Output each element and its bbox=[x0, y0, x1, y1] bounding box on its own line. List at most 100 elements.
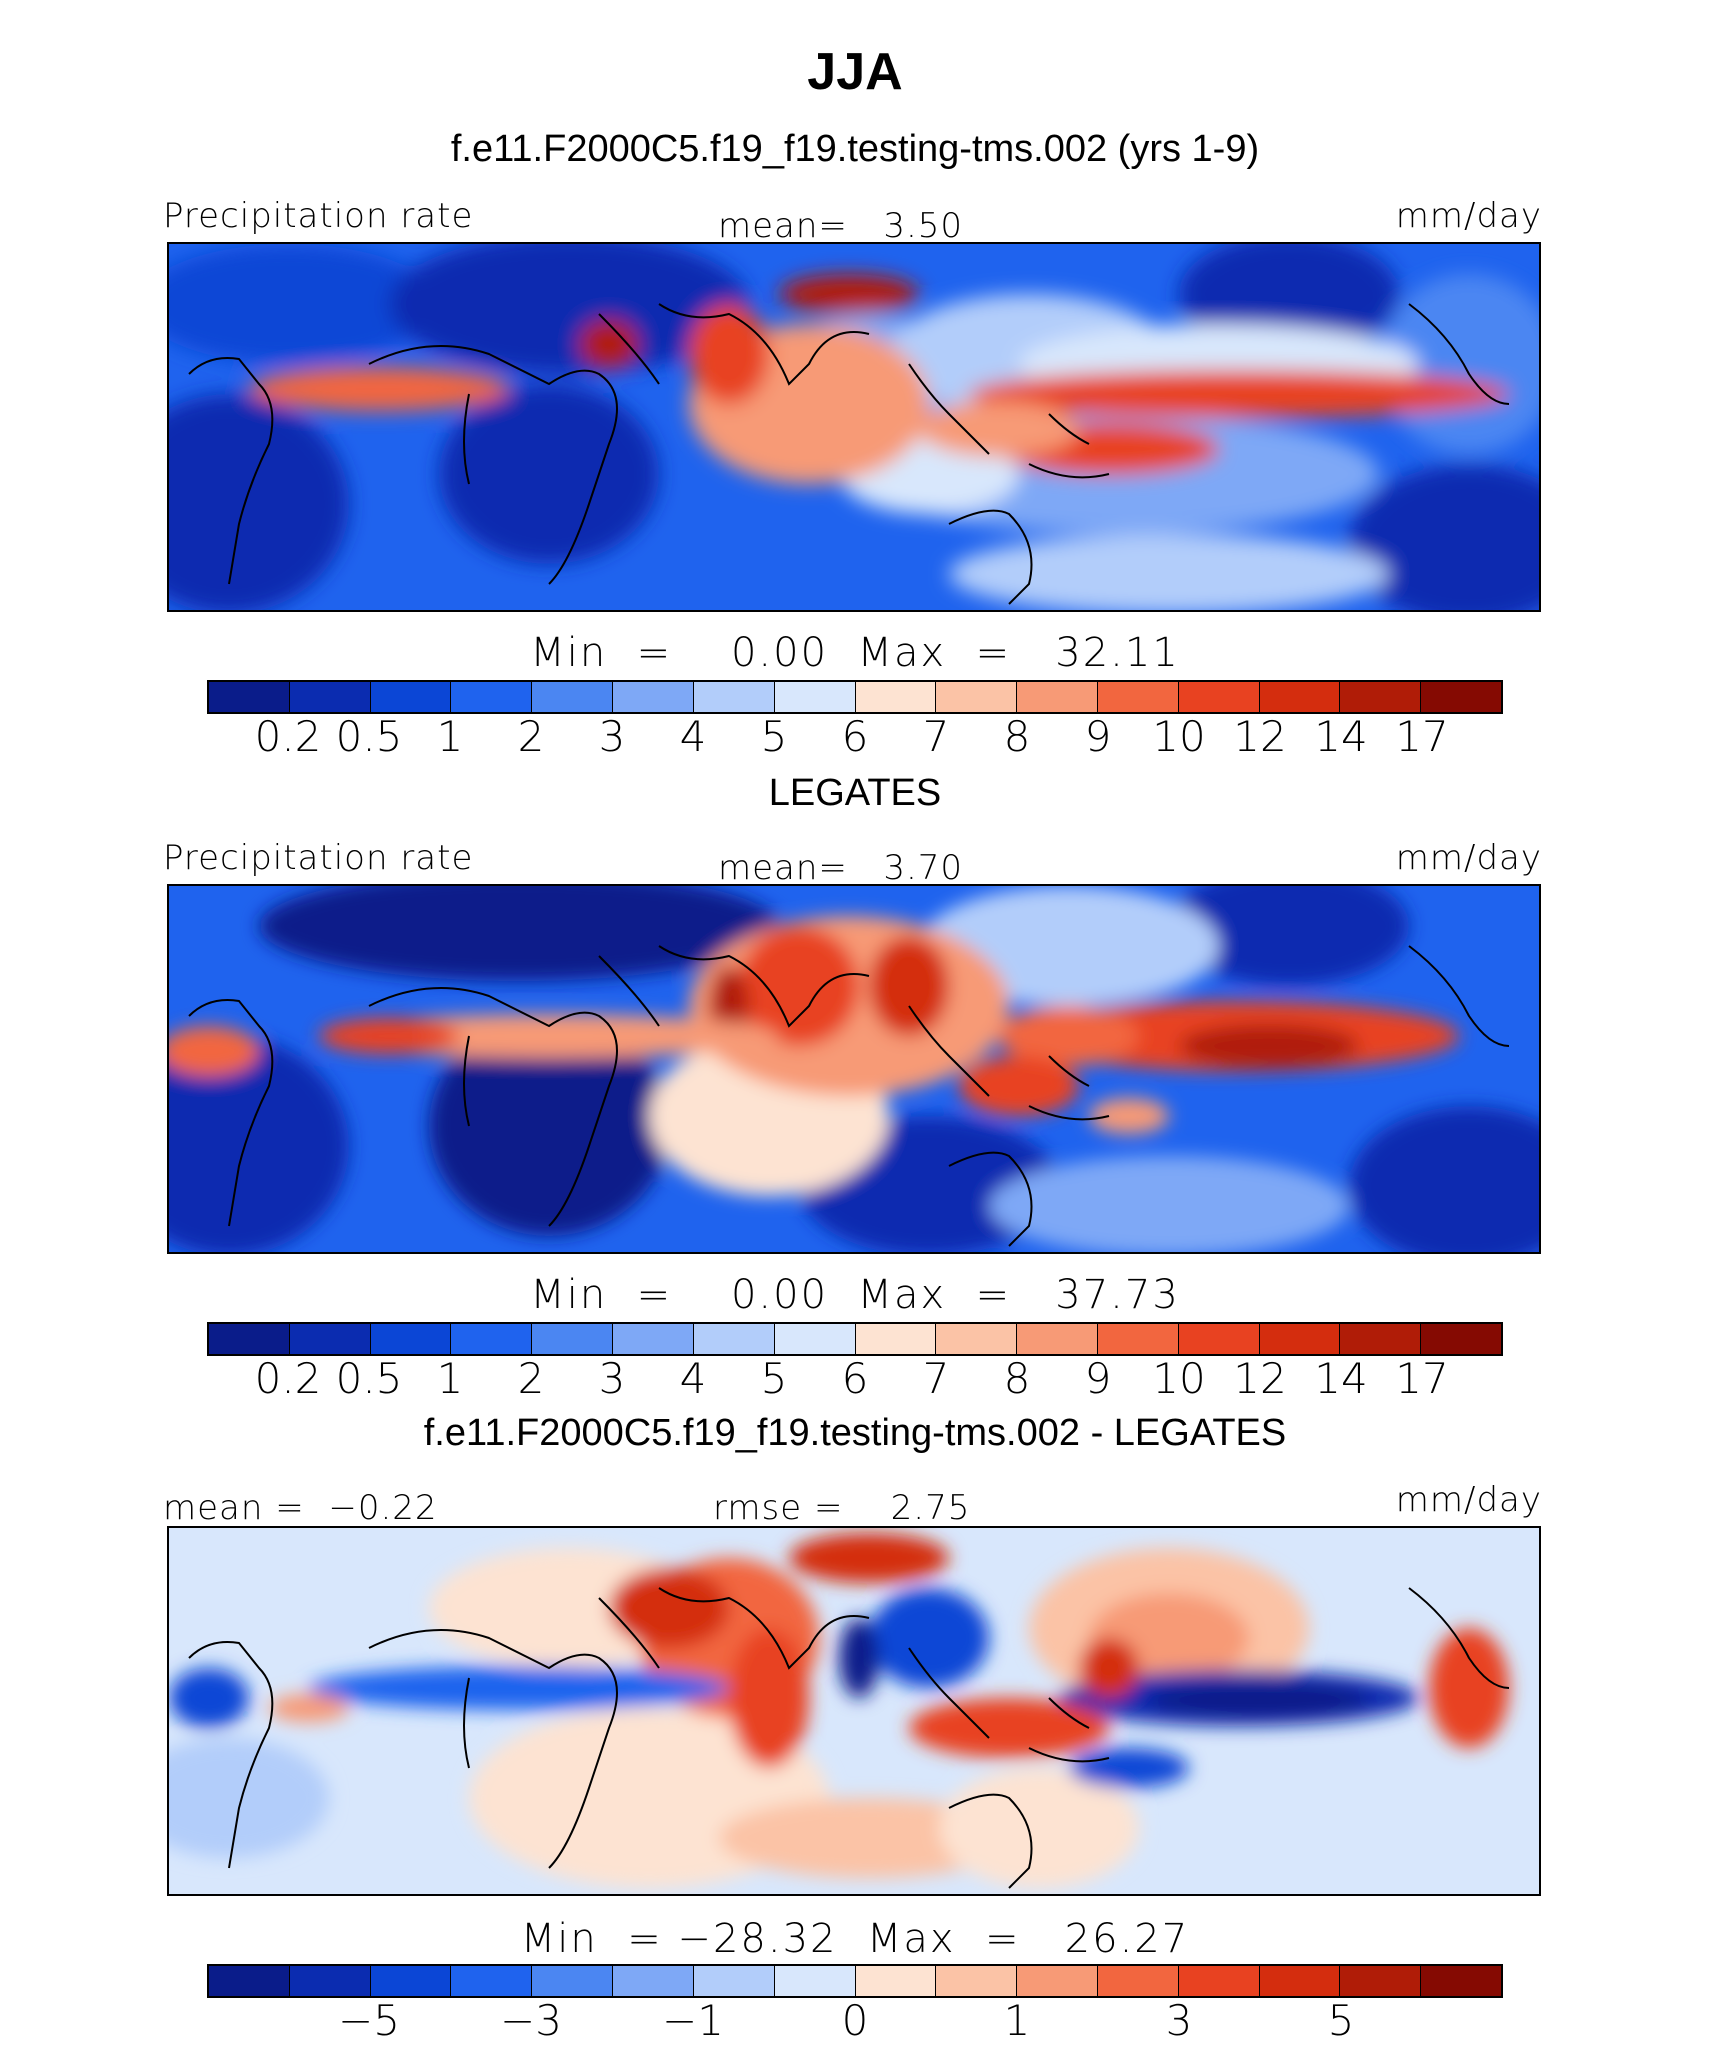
colorbar-swatch bbox=[693, 1324, 775, 1354]
colorbar-swatch bbox=[855, 1324, 937, 1354]
colorbar-swatch bbox=[936, 1324, 1018, 1354]
colorbar-swatch bbox=[936, 1966, 1018, 1996]
colorbar-swatch bbox=[613, 682, 694, 712]
colorbar-tick-label: 1 bbox=[436, 1354, 464, 1403]
colorbar-swatch bbox=[451, 1966, 533, 1996]
colorbar-tick-label: 10 bbox=[1152, 1354, 1206, 1403]
figure-title: JJA bbox=[807, 43, 903, 101]
colorbar-swatch bbox=[1178, 1324, 1260, 1354]
colorbar-tick-label: 12 bbox=[1233, 1354, 1287, 1403]
colorbar-tick-label: 4 bbox=[679, 712, 707, 761]
colorbar-swatch bbox=[1017, 682, 1098, 712]
panel-1-mean-label: mean= 3.50 bbox=[718, 206, 964, 246]
panel-1-minmax: Min = 0.00 Max = 32.11 bbox=[530, 630, 1180, 676]
colorbar-swatch bbox=[532, 1966, 614, 1996]
colorbar-swatch bbox=[370, 1966, 452, 1996]
colorbar-tick-label: 3 bbox=[1165, 1996, 1193, 2045]
colorbar-tick-label: 14 bbox=[1314, 712, 1368, 761]
colorbar-swatch bbox=[209, 1324, 290, 1354]
colorbar-tick-label: 1 bbox=[436, 712, 464, 761]
colorbar-swatch bbox=[693, 1966, 775, 1996]
panel-1-map bbox=[167, 242, 1541, 612]
colorbar-swatch bbox=[855, 1966, 937, 1996]
panel-2-units-label: mm/day bbox=[1395, 838, 1542, 878]
colorbar-tick-label: 12 bbox=[1233, 712, 1287, 761]
panel-2-minmax: Min = 0.00 Max = 37.73 bbox=[530, 1272, 1180, 1318]
panel-3-mean-label: mean = −0.22 bbox=[163, 1488, 438, 1528]
coastline-outline bbox=[188, 945, 1510, 1247]
colorbar-tick-label: 9 bbox=[1084, 1354, 1112, 1403]
colorbar-tick-label: 0.5 bbox=[335, 1354, 403, 1403]
colorbar-tick-label: 10 bbox=[1152, 712, 1206, 761]
colorbar-swatch bbox=[1259, 1324, 1341, 1354]
colorbar-swatch bbox=[1097, 682, 1179, 712]
colorbar-swatch bbox=[774, 682, 856, 712]
colorbar-swatch bbox=[1421, 1966, 1501, 1996]
colorbar-tick-label: 8 bbox=[1003, 712, 1031, 761]
colorbar-tick-label: 3 bbox=[598, 1354, 626, 1403]
colorbar-swatch bbox=[209, 1966, 290, 1996]
colorbar-tick-label: 2 bbox=[517, 1354, 545, 1403]
colorbar-swatch bbox=[451, 682, 533, 712]
colorbar-tick-label: 9 bbox=[1084, 712, 1112, 761]
panel-3-minmax: Min = −28.32 Max = 26.27 bbox=[520, 1916, 1190, 1962]
panel-2-colorbar-ticks: 0.2 0.5 1 2 3 4 5 6 7 8 9 10 12 14 17 bbox=[207, 1354, 1503, 1404]
panel-3-rmse-label: rmse = 2.75 bbox=[713, 1488, 971, 1528]
colorbar-tick-label: 0.2 bbox=[254, 1354, 322, 1403]
colorbar-swatch bbox=[1097, 1966, 1179, 1996]
colorbar-swatch bbox=[855, 682, 937, 712]
colorbar-swatch bbox=[289, 1324, 371, 1354]
colorbar-tick-label: 5 bbox=[760, 712, 788, 761]
colorbar-swatch bbox=[1259, 1966, 1341, 1996]
colorbar-tick-label: −3 bbox=[500, 1996, 562, 2045]
coastline-outline bbox=[188, 1587, 1510, 1889]
colorbar-swatch bbox=[693, 682, 775, 712]
colorbar-tick-label: 1 bbox=[1003, 1996, 1031, 2045]
colorbar-swatch bbox=[532, 682, 614, 712]
panel-1-colorbar bbox=[207, 680, 1503, 714]
colorbar-swatch bbox=[289, 1966, 371, 1996]
colorbar-swatch bbox=[1178, 1966, 1260, 1996]
colorbar-swatch bbox=[1340, 1324, 1422, 1354]
colorbar-tick-label: 7 bbox=[922, 1354, 950, 1403]
colorbar-swatch bbox=[936, 682, 1018, 712]
colorbar-tick-label: 0 bbox=[841, 1996, 869, 2045]
colorbar-swatch bbox=[532, 1324, 614, 1354]
panel-3-colorbar bbox=[207, 1964, 1503, 1998]
colorbar-swatch bbox=[370, 1324, 452, 1354]
colorbar-tick-label: −1 bbox=[662, 1996, 724, 2045]
panel-3-title: f.e11.F2000C5.f19_f19.testing-tms.002 - … bbox=[423, 1412, 1287, 1454]
colorbar-swatch bbox=[1421, 682, 1501, 712]
colorbar-swatch bbox=[1259, 682, 1341, 712]
colorbar-swatch bbox=[1097, 1324, 1179, 1354]
colorbar-swatch bbox=[1340, 682, 1422, 712]
colorbar-swatch bbox=[774, 1324, 856, 1354]
panel-3-map bbox=[167, 1526, 1541, 1896]
colorbar-tick-label: 7 bbox=[922, 712, 950, 761]
coastline-outline bbox=[188, 303, 1510, 605]
panel-1-units-label: mm/day bbox=[1395, 196, 1542, 236]
colorbar-tick-label: 8 bbox=[1003, 1354, 1031, 1403]
colorbar-swatch bbox=[289, 682, 371, 712]
colorbar-tick-label: 17 bbox=[1395, 1354, 1449, 1403]
colorbar-tick-label: 0.5 bbox=[335, 712, 403, 761]
panel-2-title: LEGATES bbox=[768, 772, 942, 814]
colorbar-swatch bbox=[1178, 682, 1260, 712]
colorbar-swatch bbox=[209, 682, 290, 712]
colorbar-swatch bbox=[613, 1324, 694, 1354]
colorbar-tick-label: 5 bbox=[760, 1354, 788, 1403]
panel-2-colorbar bbox=[207, 1322, 1503, 1356]
panel-1-colorbar-ticks: 0.2 0.5 1 2 3 4 5 6 7 8 9 10 12 14 17 bbox=[207, 712, 1503, 762]
panel-2-variable-label: Precipitation rate bbox=[163, 838, 474, 878]
colorbar-swatch bbox=[451, 1324, 533, 1354]
panel-1-title: f.e11.F2000C5.f19_f19.testing-tms.002 (y… bbox=[450, 128, 1260, 170]
panel-1-variable-label: Precipitation rate bbox=[163, 196, 474, 236]
colorbar-tick-label: 0.2 bbox=[254, 712, 322, 761]
colorbar-tick-label: 6 bbox=[841, 1354, 869, 1403]
colorbar-tick-label: 4 bbox=[679, 1354, 707, 1403]
colorbar-swatch bbox=[613, 1966, 694, 1996]
panel-2-mean-label: mean= 3.70 bbox=[718, 848, 964, 888]
panel-3-units-label: mm/day bbox=[1395, 1480, 1542, 1520]
colorbar-swatch bbox=[1017, 1324, 1098, 1354]
colorbar-tick-label: 14 bbox=[1314, 1354, 1368, 1403]
